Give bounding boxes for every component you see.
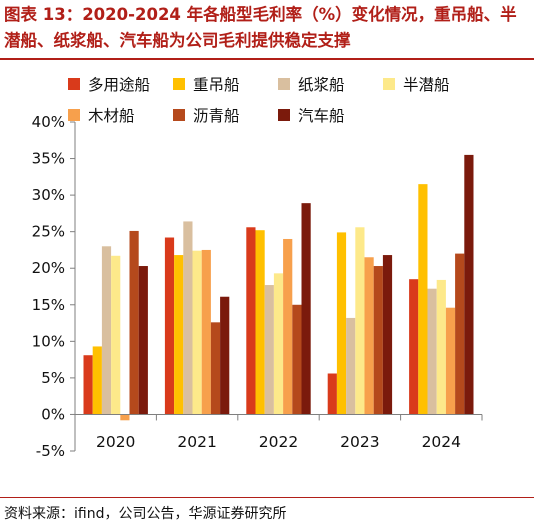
- bar: [283, 238, 293, 415]
- legend-label: 汽车船: [298, 107, 345, 125]
- source-divider: [0, 497, 534, 498]
- bar: [129, 230, 139, 415]
- bar: [264, 285, 274, 415]
- bar: [346, 317, 356, 415]
- bar: [445, 307, 456, 415]
- bar: [220, 296, 230, 415]
- bar: [273, 273, 284, 415]
- bar: [83, 355, 93, 415]
- legend-swatch: [68, 109, 80, 121]
- legend-label: 重吊船: [193, 76, 240, 94]
- bar: [92, 346, 102, 415]
- legend-label: 沥青船: [193, 107, 240, 125]
- legend-label: 木材船: [88, 107, 135, 125]
- x-tick-label: 2020: [96, 433, 135, 451]
- bar: [355, 227, 365, 415]
- legend-swatch: [278, 78, 290, 90]
- y-tick-label: 35%: [32, 150, 65, 168]
- legend-swatch: [278, 109, 290, 121]
- bar: [246, 227, 256, 415]
- bar: [101, 246, 112, 415]
- legend-swatch: [383, 78, 395, 90]
- legend-swatch: [173, 109, 185, 121]
- bar: [164, 237, 175, 415]
- bar: [464, 154, 474, 415]
- legend-label: 纸浆船: [298, 76, 345, 94]
- title-divider: [0, 58, 534, 60]
- y-tick-label: 20%: [32, 259, 65, 277]
- y-tick-label: -5%: [36, 442, 65, 460]
- bar: [336, 232, 347, 415]
- bar: [364, 257, 374, 415]
- y-tick-label: 40%: [32, 113, 65, 131]
- bar: [455, 253, 465, 415]
- y-tick-label: 10%: [32, 332, 65, 350]
- bar: [120, 414, 130, 421]
- chart-title: 图表 13：2020-2024 年各船型毛利率（%）变化情况，重吊船、半潜船、纸…: [4, 5, 517, 50]
- bar: [409, 279, 419, 415]
- bar: [111, 255, 121, 415]
- bar: [292, 304, 302, 415]
- legend-label: 多用途船: [88, 76, 150, 94]
- y-tick-label: 5%: [41, 369, 65, 387]
- x-tick-label: 2024: [422, 433, 461, 451]
- y-tick-label: 0%: [41, 405, 65, 423]
- bar: [418, 184, 428, 415]
- bar: [255, 230, 265, 415]
- y-tick-label: 15%: [32, 296, 65, 314]
- x-tick-label: 2021: [177, 433, 216, 451]
- bars: [83, 154, 474, 421]
- legend-label: 半潜船: [403, 76, 450, 94]
- bar: [436, 279, 446, 415]
- bar: [192, 250, 202, 415]
- y-tick-label: 25%: [32, 223, 65, 241]
- x-axis: 2020 2021 2022 2023 2024: [74, 413, 483, 451]
- bar: [183, 221, 193, 415]
- y-axis: -5% 0% 5% 10% 15% 20% 25% 30% 35% 40%: [32, 113, 76, 460]
- x-tick-label: 2022: [259, 433, 298, 451]
- bar: [373, 266, 383, 415]
- y-tick-label: 30%: [32, 186, 65, 204]
- bar: [201, 249, 211, 415]
- bar: [427, 288, 437, 415]
- bar: [174, 255, 184, 415]
- legend-swatch: [173, 78, 185, 90]
- bar: [327, 373, 337, 415]
- bar: [382, 255, 393, 415]
- bar: [138, 266, 148, 415]
- source-note: 资料来源：ifind，公司公告，华源证券研究所: [4, 506, 287, 522]
- bar: [301, 203, 311, 415]
- bar: [210, 322, 221, 415]
- legend-swatch: [68, 78, 80, 90]
- x-tick-label: 2023: [340, 433, 379, 451]
